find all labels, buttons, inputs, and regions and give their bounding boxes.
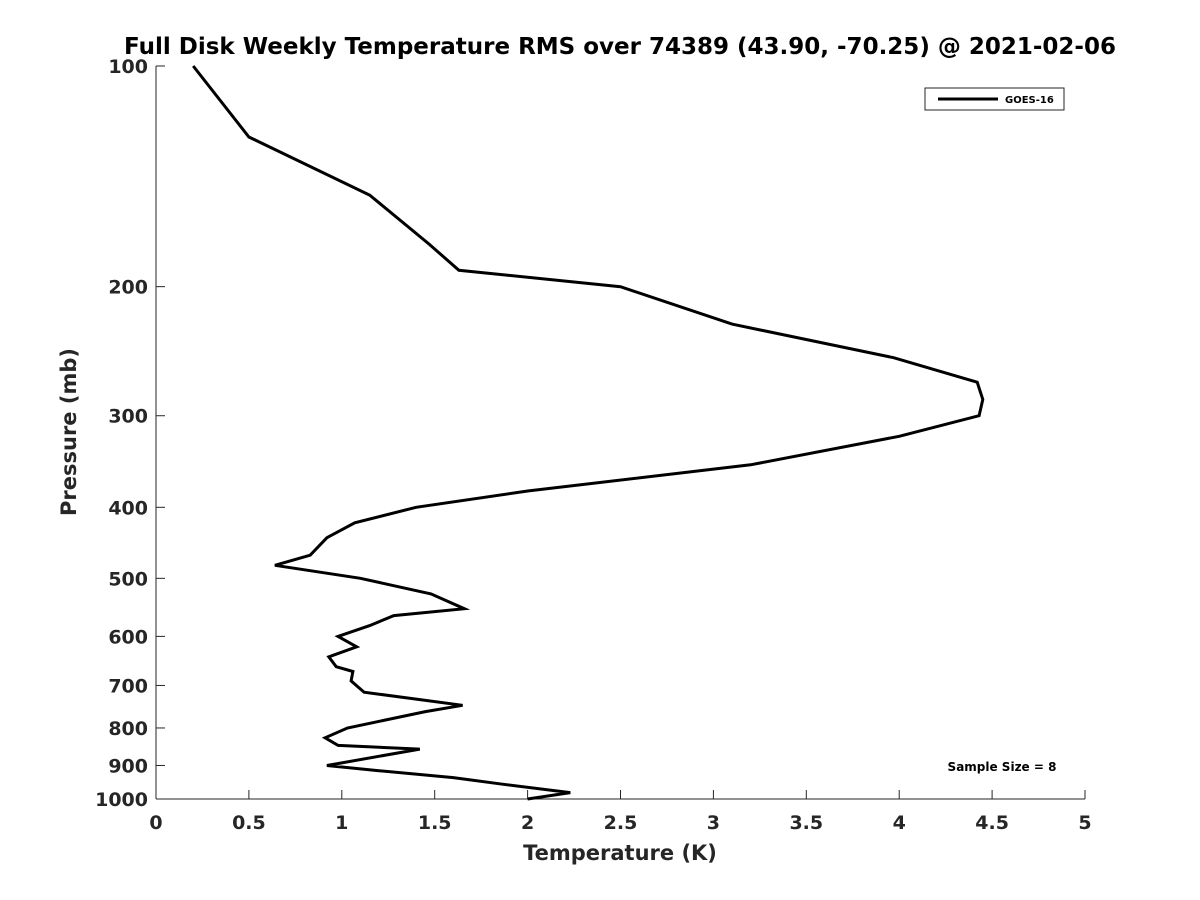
series-layer xyxy=(192,65,985,801)
y-tick-label: 300 xyxy=(108,406,148,428)
y-tick-label: 200 xyxy=(108,277,148,299)
y-axis-label: Pressure (mb) xyxy=(57,348,81,516)
x-tick-label: 1 xyxy=(335,812,348,834)
chart-title: Full Disk Weekly Temperature RMS over 74… xyxy=(124,34,1116,60)
y-tick-label: 600 xyxy=(108,626,148,648)
sample-size-annotation: Sample Size = 8 xyxy=(948,760,1057,774)
x-tick-label: 3 xyxy=(707,812,720,834)
y-axis-ticks: 100 200 300 400 500 600 700 800 900 1000 xyxy=(95,56,165,811)
x-tick-label: 5 xyxy=(1078,812,1091,834)
y-tick-label: 100 xyxy=(108,56,148,78)
y-tick-label: 500 xyxy=(108,568,148,590)
x-tick-label: 3.5 xyxy=(789,812,823,834)
x-axis-ticks: 0 0.5 1 1.5 2 2.5 3 3.5 4 4.5 5 xyxy=(149,790,1092,834)
y-tick-label: 400 xyxy=(108,497,148,519)
x-tick-label: 1.5 xyxy=(418,812,452,834)
x-tick-label: 2.5 xyxy=(604,812,638,834)
x-axis-label: Temperature (K) xyxy=(523,841,717,865)
series-line-goes-16 xyxy=(192,65,985,801)
legend-label: GOES-16 xyxy=(1005,95,1054,106)
x-tick-label: 2 xyxy=(521,812,534,834)
x-tick-label: 4 xyxy=(893,812,906,834)
y-tick-label: 1000 xyxy=(95,789,148,811)
legend: GOES-16 xyxy=(924,87,1065,111)
x-tick-label: 0 xyxy=(149,812,162,834)
y-tick-label: 900 xyxy=(108,755,148,777)
x-tick-label: 4.5 xyxy=(975,812,1009,834)
x-tick-label: 0.5 xyxy=(232,812,266,834)
y-tick-label: 800 xyxy=(108,718,148,740)
y-tick-label: 700 xyxy=(108,675,148,697)
